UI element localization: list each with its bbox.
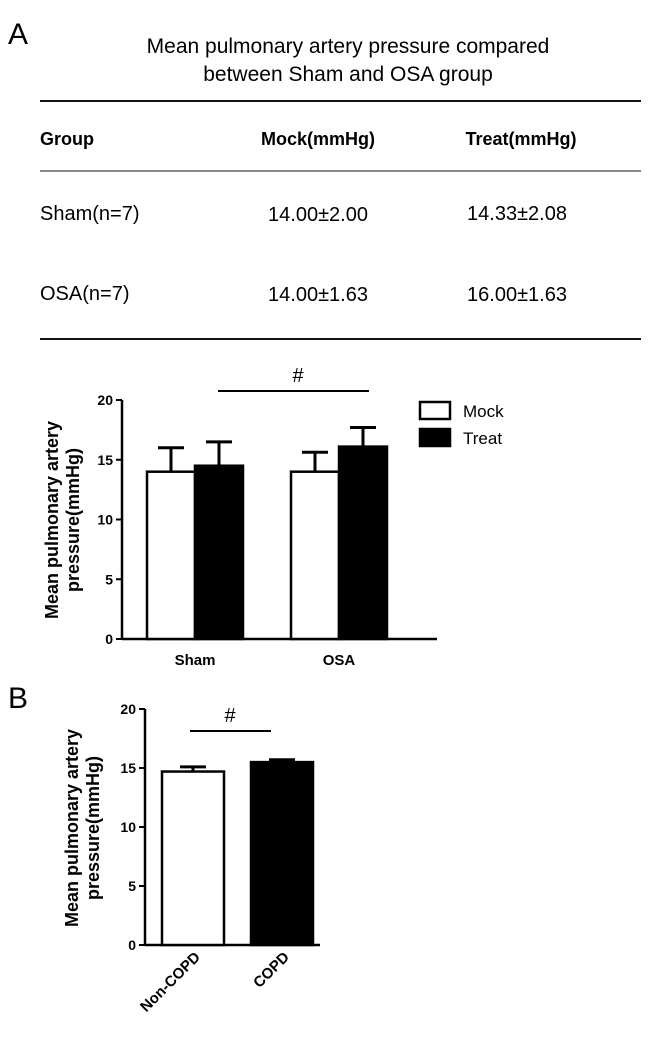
bar-treat-sham xyxy=(193,464,245,641)
table-title-line2: between Sham and OSA group xyxy=(203,63,493,86)
table-cell-r1c1: Sham(n=7) xyxy=(40,203,140,225)
table-header-mock: Mock(mmHg) xyxy=(261,129,375,149)
chart-b-ylabel-line1: Mean pulmonary artery xyxy=(62,729,82,927)
chart-a-ylabel-line1: Mean pulmonary artery xyxy=(42,421,62,619)
bar-mock-osa xyxy=(289,470,341,641)
chart-a-ylabel-line2: pressure(mmHg) xyxy=(63,448,83,592)
table-cell-r2c1: OSA(n=7) xyxy=(40,283,129,305)
chart-a-xtick-label-0: Sham xyxy=(175,652,216,669)
chart-b-xtick-label-0: Non-COPD xyxy=(137,949,204,1016)
table-cell-r2c3: 16.00±1.63 xyxy=(467,284,567,306)
panel-label-b: B xyxy=(8,682,28,715)
chart-a: Mean pulmonary artery pressure(mmHg) 0 5 1… xyxy=(42,365,504,669)
summary-table: Mean pulmonary artery pressure compared … xyxy=(40,35,641,340)
table-cell-r1c3: 14.33±2.08 xyxy=(467,203,567,225)
chart-b-ytick-label-2: 10 xyxy=(120,819,136,835)
panel-label-a: A xyxy=(8,18,28,51)
chart-a-ytick-label-0: 0 xyxy=(105,631,113,647)
table-cell-r2c2: 14.00±1.63 xyxy=(268,284,368,306)
chart-a-ytick-label-1: 5 xyxy=(105,571,113,587)
table-header-group: Group xyxy=(40,129,94,149)
legend-label-mock: Mock xyxy=(463,402,504,421)
legend-swatch-mock xyxy=(418,400,452,421)
chart-b-ytick-label-4: 20 xyxy=(120,701,136,717)
chart-b-ytick-label-0: 0 xyxy=(128,937,136,953)
chart-b-xtick-label-1: COPD xyxy=(250,949,293,992)
chart-a-ytick-label-2: 10 xyxy=(97,512,113,528)
table-title-line1: Mean pulmonary artery pressure compared xyxy=(147,35,550,58)
chart-a-ytick-label-3: 15 xyxy=(97,452,113,468)
chart-a-xtick-label-1: OSA xyxy=(323,652,356,669)
chart-a-significance-mark: # xyxy=(292,365,304,387)
table-cell-r1c2: 14.00±2.00 xyxy=(268,204,368,226)
chart-b-ytick-label-3: 15 xyxy=(120,760,136,776)
table-header-treat: Treat(mmHg) xyxy=(465,129,576,149)
legend-label-treat: Treat xyxy=(463,429,502,448)
bar-copd xyxy=(249,760,315,947)
bar-mock-sham xyxy=(145,470,197,641)
chart-b: Mean pulmonary artery pressure(mmHg) 0 5 1… xyxy=(62,701,320,1016)
chart-b-ylabel-line2: pressure(mmHg) xyxy=(83,756,103,900)
bar-treat-osa xyxy=(337,445,389,641)
chart-b-significance-mark: # xyxy=(224,705,236,727)
legend-swatch-treat xyxy=(418,427,452,448)
bar-non-copd xyxy=(160,770,226,947)
chart-b-ytick-label-1: 5 xyxy=(128,878,136,894)
chart-a-ytick-label-4: 20 xyxy=(97,392,113,408)
